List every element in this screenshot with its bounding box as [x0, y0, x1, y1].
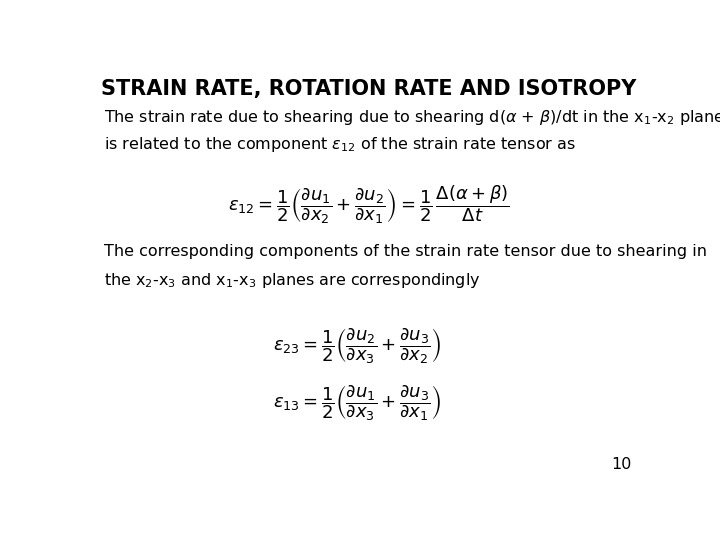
Text: 10: 10: [611, 457, 631, 472]
Text: The corresponding components of the strain rate tensor due to shearing in: The corresponding components of the stra…: [104, 244, 707, 259]
Text: STRAIN RATE, ROTATION RATE AND ISOTROPY: STRAIN RATE, ROTATION RATE AND ISOTROPY: [102, 79, 636, 99]
Text: The strain rate due to shearing due to shearing d($\alpha$ + $\beta$)/dt in the : The strain rate due to shearing due to s…: [104, 109, 720, 127]
Text: $\varepsilon_{23} = \dfrac{1}{2}\left(\dfrac{\partial u_2}{\partial x_3} + \dfra: $\varepsilon_{23} = \dfrac{1}{2}\left(\d…: [274, 327, 442, 367]
Text: the x$_2$-x$_3$ and x$_1$-x$_3$ planes are correspondingly: the x$_2$-x$_3$ and x$_1$-x$_3$ planes a…: [104, 271, 480, 289]
Text: is related to the component $\varepsilon_{12}$ of the strain rate tensor as: is related to the component $\varepsilon…: [104, 136, 576, 154]
Text: $\varepsilon_{13} = \dfrac{1}{2}\left(\dfrac{\partial u_1}{\partial x_3} + \dfra: $\varepsilon_{13} = \dfrac{1}{2}\left(\d…: [274, 383, 442, 422]
Text: $\varepsilon_{12} = \dfrac{1}{2}\left(\dfrac{\partial u_1}{\partial x_2} + \dfra: $\varepsilon_{12} = \dfrac{1}{2}\left(\d…: [228, 183, 510, 226]
